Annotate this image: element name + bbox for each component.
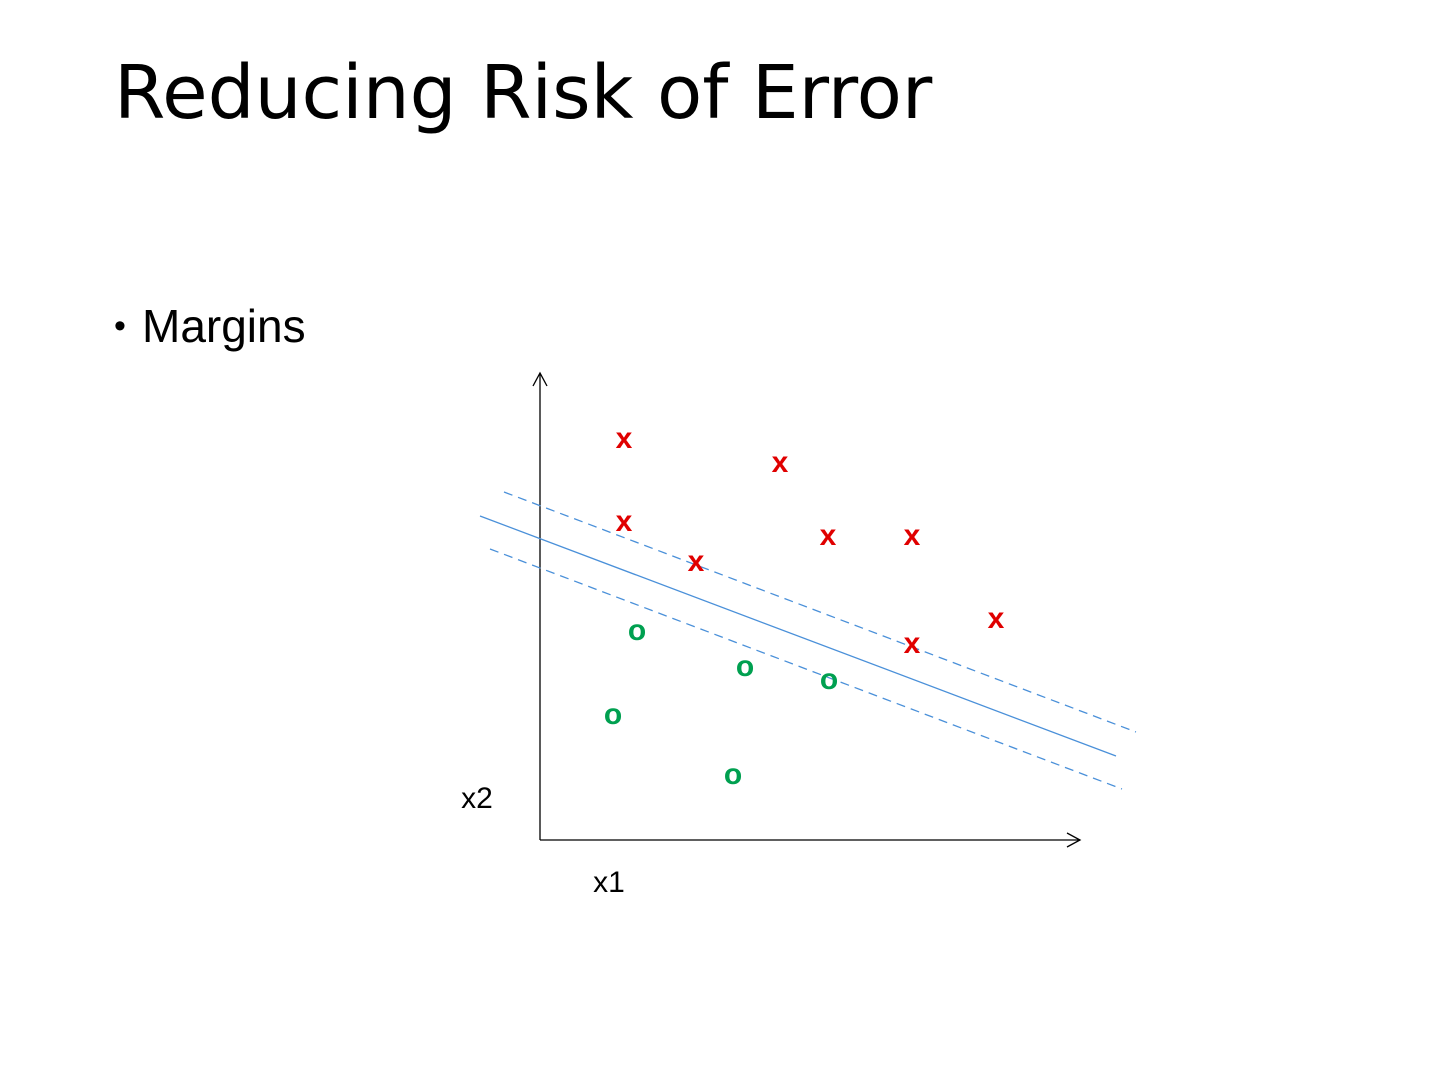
- data-point: o: [724, 758, 742, 791]
- data-point: x: [688, 545, 705, 578]
- y-axis-arrow: [532, 371, 548, 387]
- slide-title: Reducing Risk of Error: [114, 50, 933, 136]
- data-point: x: [988, 602, 1005, 635]
- data-point: o: [628, 614, 646, 647]
- margin-line: [489, 548, 1123, 790]
- data-point: x: [904, 627, 921, 660]
- decision-boundary: [479, 515, 1117, 757]
- data-point: o: [604, 698, 622, 731]
- margin-line: [503, 491, 1137, 733]
- x-axis-arrow: [1066, 832, 1082, 848]
- bullet-list: Margins: [114, 298, 306, 354]
- bullet: Margins: [114, 298, 306, 354]
- data-point: x: [616, 422, 633, 455]
- data-point: x: [904, 519, 921, 552]
- data-point: x: [820, 519, 837, 552]
- x-axis-label: x1: [593, 866, 625, 899]
- data-point: x: [772, 446, 789, 479]
- y-axis-label: x2: [461, 782, 493, 815]
- data-point: x: [616, 505, 633, 538]
- data-point: o: [736, 650, 754, 683]
- data-point: o: [820, 663, 838, 696]
